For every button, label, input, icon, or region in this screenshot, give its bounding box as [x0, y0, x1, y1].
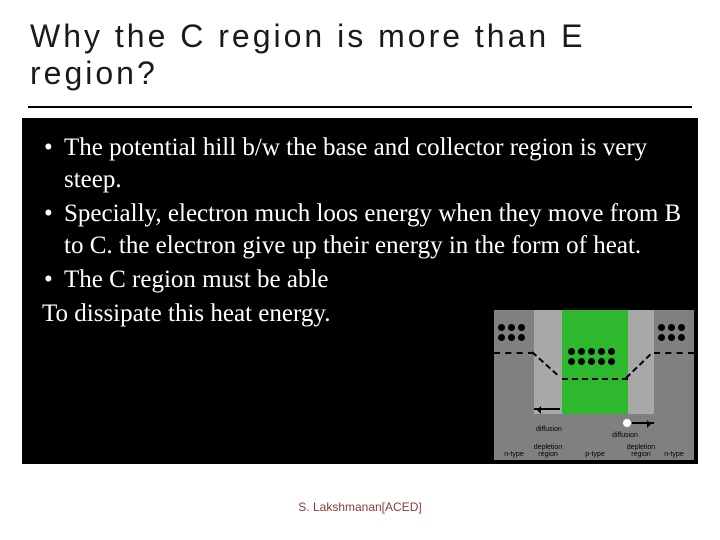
- slide-title: Why the C region is more than E region?: [30, 18, 690, 92]
- region-labels: n-type depletion region p-type depletion…: [494, 440, 694, 460]
- electron-icon: [622, 418, 632, 428]
- bullet-list: • The potential hill b/w the base and co…: [42, 132, 686, 330]
- region-label: p-type: [562, 451, 628, 458]
- potential-line: [534, 352, 566, 380]
- bullet-icon: •: [42, 264, 64, 296]
- potential-line: [628, 378, 656, 404]
- bullet-text: The potential hill b/w the base and coll…: [64, 132, 686, 196]
- bullet-icon: •: [42, 198, 64, 230]
- diffusion-label: diffusion: [612, 432, 638, 439]
- bullet-text: Specially, electron much loos energy whe…: [64, 198, 686, 262]
- potential-line: [494, 352, 534, 354]
- potential-line: [562, 378, 628, 380]
- charge-carriers: [568, 348, 624, 365]
- list-item: • The potential hill b/w the base and co…: [42, 132, 686, 196]
- transistor-diagram: diffusion diffusion n-type depletion reg…: [494, 310, 694, 460]
- potential-line: [654, 352, 694, 354]
- title-underline: [28, 106, 692, 108]
- bullet-text: The C region must be able: [64, 264, 686, 296]
- charge-carriers: [658, 324, 692, 341]
- diffusion-label: diffusion: [536, 426, 562, 433]
- arrow-icon: [630, 422, 654, 424]
- region-label: depletion region: [626, 444, 656, 458]
- charge-carriers: [498, 324, 532, 341]
- region-label: n-type: [654, 451, 694, 458]
- region-label: n-type: [494, 451, 534, 458]
- list-item: • The C region must be able: [42, 264, 686, 296]
- footer-credit: S. Lakshmanan[ACED]: [0, 500, 720, 514]
- arrow-icon: [534, 408, 560, 410]
- bullet-icon: •: [42, 132, 64, 164]
- list-item: • Specially, electron much loos energy w…: [42, 198, 686, 262]
- content-box: • The potential hill b/w the base and co…: [22, 118, 698, 464]
- region-label: depletion region: [532, 444, 564, 458]
